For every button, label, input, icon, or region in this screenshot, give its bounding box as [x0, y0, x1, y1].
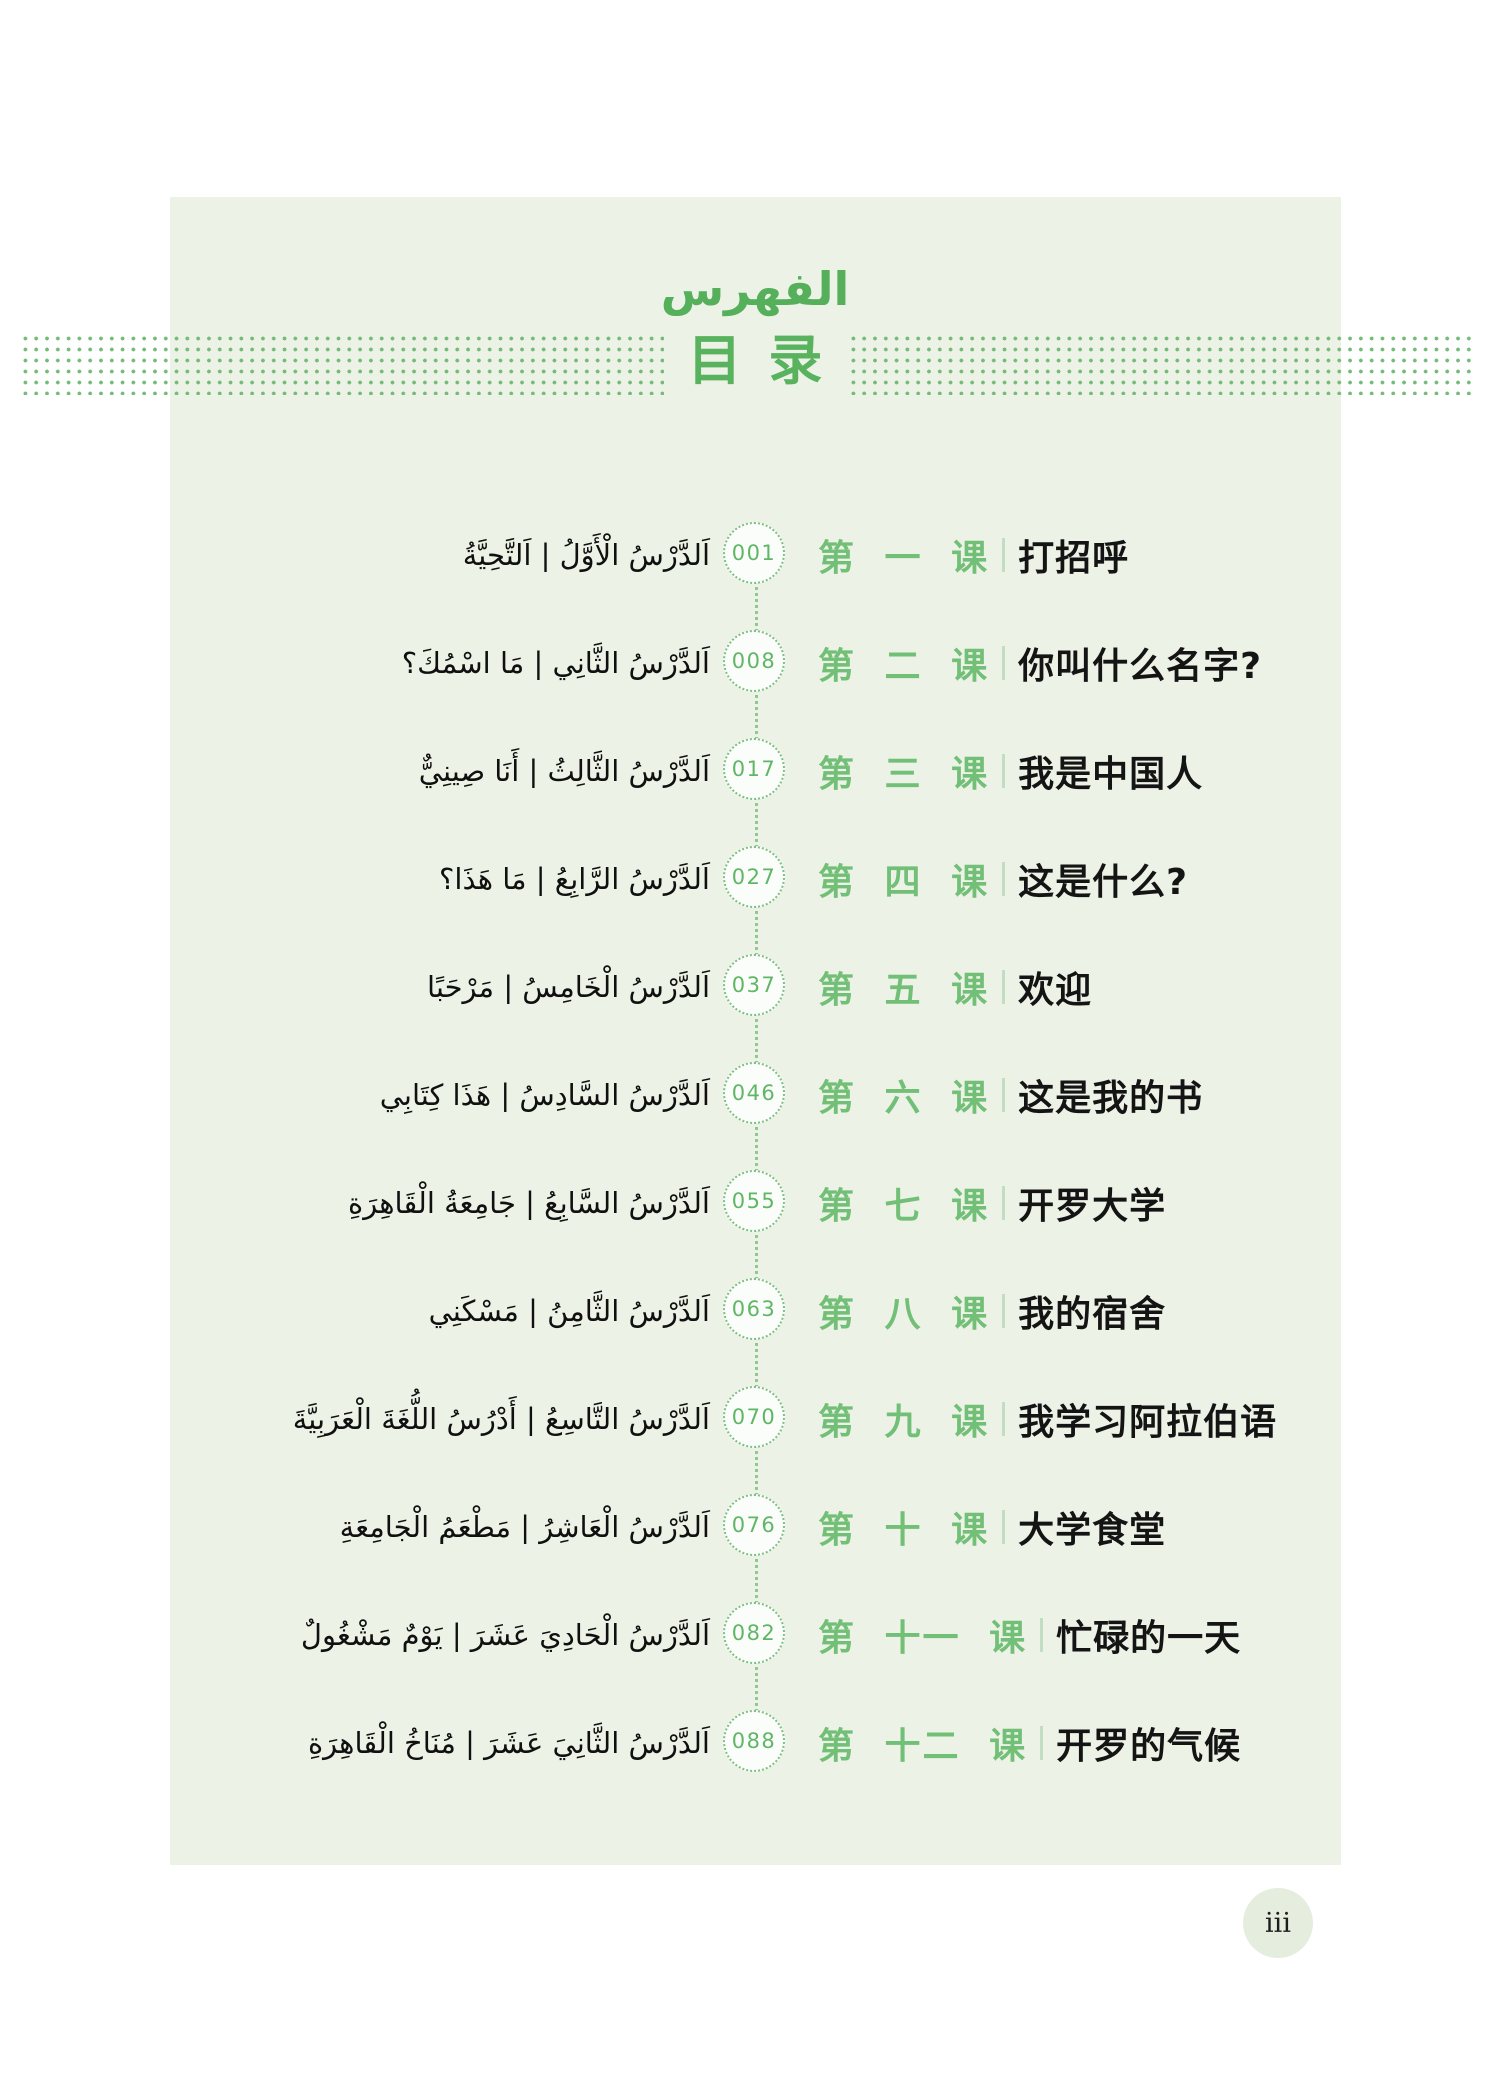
lesson-title-arabic: اَلدَّرْسُ الْحَادِيَ عَشَرَ | يَوْمٌ مَ… [300, 1618, 710, 1652]
dotted-connector-line [755, 556, 758, 1744]
contents-title-chinese: 目 录 [687, 329, 827, 392]
lesson-number-chinese: 第 十二 课 [818, 1726, 1028, 1767]
lesson-divider [1002, 754, 1006, 788]
lesson-divider [1040, 1618, 1044, 1652]
lesson-entry-chinese: 第 五 课 欢迎 [818, 961, 1092, 1013]
page-number-badge: 008 [723, 630, 785, 692]
lesson-divider [1002, 1510, 1006, 1544]
lesson-entry-chinese: 第 七 课 开罗大学 [818, 1177, 1166, 1229]
lesson-divider [1002, 862, 1006, 896]
lesson-number-chinese: 第 五 课 [818, 970, 990, 1011]
lesson-entry-chinese: 第 十二 课 开罗的气候 [818, 1717, 1241, 1769]
lesson-divider [1002, 538, 1006, 572]
lesson-title-chinese: 这是我的书 [1018, 1078, 1204, 1119]
lesson-title-chinese: 忙碌的一天 [1056, 1618, 1242, 1659]
lesson-number-chinese: 第 九 课 [818, 1402, 990, 1443]
lesson-entry-chinese: 第 六 课 这是我的书 [818, 1069, 1203, 1121]
lesson-title-chinese: 开罗的气候 [1056, 1726, 1242, 1767]
contents-title-arabic: الفهرس [660, 262, 850, 316]
lesson-title-arabic: اَلدَّرْسُ الْأَوَّلُ | اَلتَّحِيَّةُ [462, 538, 710, 572]
lesson-divider [1002, 1186, 1006, 1220]
lesson-divider [1002, 1294, 1006, 1328]
lesson-entry-chinese: 第 八 课 我的宿舍 [818, 1285, 1166, 1337]
page-number-badge: 076 [723, 1494, 785, 1556]
toc-row: اَلدَّرْسُ الثَّامِنُ | مَسْكَنِي 063 第 … [0, 1257, 1492, 1365]
lesson-title-chinese: 这是什么? [1018, 862, 1188, 903]
page-number-badge: 088 [723, 1710, 785, 1772]
toc-row: اَلدَّرْسُ الرَّابِعُ | مَا هَذَا؟ 027 第… [0, 825, 1492, 933]
page-number-badge: 027 [723, 846, 785, 908]
toc-row: اَلدَّرْسُ الثَّانِي | مَا اسْمُكَ؟ 008 … [0, 609, 1492, 717]
page-number-badge: 017 [723, 738, 785, 800]
lesson-entry-chinese: 第 三 课 我是中国人 [818, 745, 1203, 797]
lesson-number-chinese: 第 十 课 [818, 1510, 990, 1551]
lesson-title-arabic: اَلدَّرْسُ الْخَامِسُ | مَرْحَبًا [427, 970, 710, 1004]
lesson-title-arabic: اَلدَّرْسُ الثَّالِثُ | أَنَا صِينِيٌّ [418, 754, 710, 788]
toc-row: اَلدَّرْسُ الثَّالِثُ | أَنَا صِينِيٌّ 0… [0, 717, 1492, 825]
toc-row: اَلدَّرْسُ الْخَامِسُ | مَرْحَبًا 037 第 … [0, 933, 1492, 1041]
lesson-title-arabic: اَلدَّرْسُ الْعَاشِرُ | مَطْعَمُ الْجَام… [339, 1510, 710, 1544]
lesson-title-chinese: 大学食堂 [1018, 1510, 1167, 1551]
toc-row: اَلدَّرْسُ الْأَوَّلُ | اَلتَّحِيَّةُ 00… [0, 501, 1492, 609]
toc-row: اَلدَّرْسُ الْحَادِيَ عَشَرَ | يَوْمٌ مَ… [0, 1581, 1492, 1689]
lesson-title-arabic: اَلدَّرْسُ الرَّابِعُ | مَا هَذَا؟ [439, 862, 710, 896]
page-number-badge: 037 [723, 954, 785, 1016]
folio-page-number: iii [1243, 1888, 1313, 1958]
lesson-number-chinese: 第 二 课 [818, 646, 990, 687]
lesson-title-arabic: اَلدَّرْسُ الثَّامِنُ | مَسْكَنِي [428, 1294, 710, 1328]
lesson-number-chinese: 第 六 课 [818, 1078, 990, 1119]
page-number-badge: 055 [723, 1170, 785, 1232]
lesson-title-arabic: اَلدَّرْسُ السَّابِعُ | جَامِعَةُ الْقَا… [348, 1186, 710, 1220]
lesson-title-chinese: 打招呼 [1018, 538, 1130, 579]
lesson-title-chinese: 你叫什么名字? [1018, 646, 1262, 687]
lesson-title-chinese: 我的宿舍 [1018, 1294, 1167, 1335]
lesson-entry-chinese: 第 二 课 你叫什么名字? [818, 637, 1262, 689]
lesson-title-chinese: 我是中国人 [1018, 754, 1204, 795]
lesson-entry-chinese: 第 十 课 大学食堂 [818, 1501, 1166, 1553]
lesson-number-chinese: 第 四 课 [818, 862, 990, 903]
lesson-number-chinese: 第 十一 课 [818, 1618, 1028, 1659]
lesson-divider [1002, 646, 1006, 680]
halftone-dots-left-band [18, 331, 664, 395]
halftone-dots-right-band [846, 331, 1476, 395]
lesson-title-chinese: 欢迎 [1018, 970, 1093, 1011]
page-number-badge: 063 [723, 1278, 785, 1340]
lesson-entry-chinese: 第 四 课 这是什么? [818, 853, 1188, 905]
page-number-badge: 082 [723, 1602, 785, 1664]
lesson-title-arabic: اَلدَّرْسُ السَّادِسُ | هَذَا كِتَابِي [379, 1078, 710, 1112]
lesson-entry-chinese: 第 一 课 打招呼 [818, 529, 1129, 581]
toc-row: اَلدَّرْسُ السَّادِسُ | هَذَا كِتَابِي 0… [0, 1041, 1492, 1149]
lesson-number-chinese: 第 八 课 [818, 1294, 990, 1335]
lesson-title-arabic: اَلدَّرْسُ الثَّانِي | مَا اسْمُكَ؟ [401, 646, 710, 680]
toc-list: اَلدَّرْسُ الْأَوَّلُ | اَلتَّحِيَّةُ 00… [0, 501, 1492, 1797]
toc-row: اَلدَّرْسُ التَّاسِعُ | أَدْرُسُ اللُّغَ… [0, 1365, 1492, 1473]
lesson-entry-chinese: 第 九 课 我学习阿拉伯语 [818, 1393, 1277, 1445]
lesson-divider [1040, 1726, 1044, 1760]
lesson-number-chinese: 第 三 课 [818, 754, 990, 795]
lesson-divider [1002, 1078, 1006, 1112]
page-number-badge: 046 [723, 1062, 785, 1124]
lesson-title-arabic: اَلدَّرْسُ الثَّانِيَ عَشَرَ | مُنَاخُ ا… [307, 1726, 710, 1760]
toc-row: اَلدَّرْسُ الثَّانِيَ عَشَرَ | مُنَاخُ ا… [0, 1689, 1492, 1797]
lesson-title-arabic: اَلدَّرْسُ التَّاسِعُ | أَدْرُسُ اللُّغَ… [292, 1402, 710, 1436]
lesson-title-chinese: 我学习阿拉伯语 [1018, 1402, 1278, 1443]
toc-row: اَلدَّرْسُ السَّابِعُ | جَامِعَةُ الْقَا… [0, 1149, 1492, 1257]
lesson-entry-chinese: 第 十一 课 忙碌的一天 [818, 1609, 1241, 1661]
page-number-badge: 070 [723, 1386, 785, 1448]
lesson-title-chinese: 开罗大学 [1018, 1186, 1167, 1227]
lesson-number-chinese: 第 一 课 [818, 538, 990, 579]
page-number-badge: 001 [723, 522, 785, 584]
lesson-divider [1002, 970, 1006, 1004]
toc-row: اَلدَّرْسُ الْعَاشِرُ | مَطْعَمُ الْجَام… [0, 1473, 1492, 1581]
lesson-number-chinese: 第 七 课 [818, 1186, 990, 1227]
lesson-divider [1002, 1402, 1006, 1436]
